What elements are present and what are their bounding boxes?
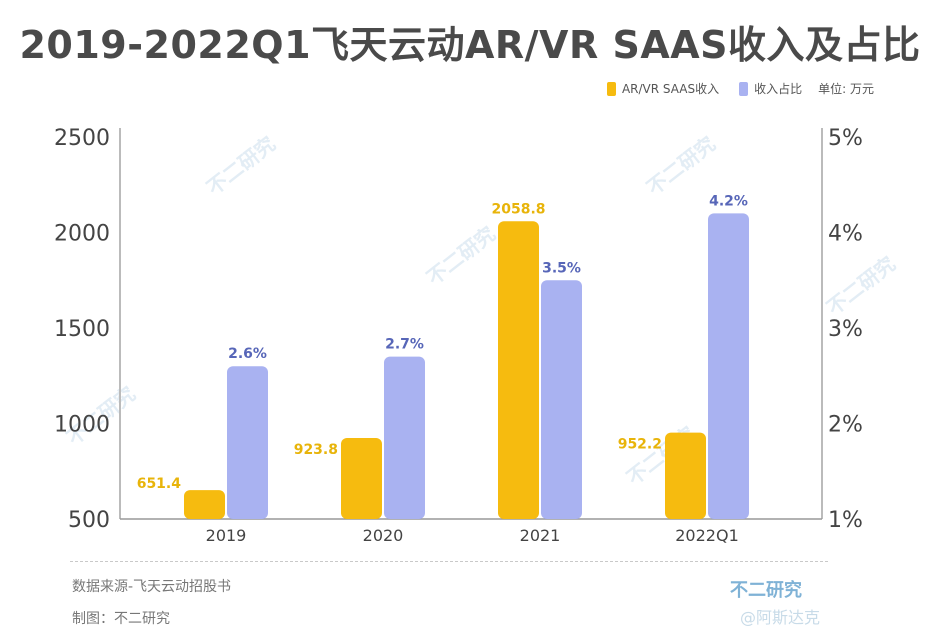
data-label-share: 3.5% (542, 260, 581, 276)
y-left-tick-label: 2000 (54, 222, 110, 247)
y-right-tick-label: 1% (828, 508, 863, 533)
legend-swatch-revenue (606, 81, 616, 96)
y-right-tick-label: 2% (828, 413, 863, 438)
bar-share (708, 213, 749, 519)
y-right-tick-label: 5% (828, 126, 863, 151)
y-left-tick-label: 1000 (54, 413, 110, 438)
data-label-revenue: 952.2 (618, 437, 662, 453)
data-label-revenue: 651.4 (137, 476, 182, 492)
brand-logo: 不二研究 (730, 580, 802, 601)
legend: AR/VR SAAS收入 收入占比 单位: 万元 (606, 80, 874, 97)
chart-canvas: 500 1000 1500 2000 2500 1% 2% 3% 4% 5% 651.4 2.6% 20… (54, 126, 863, 545)
y-left-tick-label: 2500 (54, 126, 110, 151)
chart-title: 2019-2022Q1飞天云动AR/VR SAAS收入及占比 (19, 23, 921, 67)
bar-revenue (665, 432, 706, 519)
x-tick-label: 2021 (520, 526, 561, 545)
bar-share (541, 280, 582, 519)
footer-source: 数据来源-飞天云动招股书 (72, 579, 232, 595)
footer-made-by: 制图：不二研究 (72, 611, 170, 627)
data-label-share: 4.2% (709, 193, 748, 209)
bar-share (227, 366, 268, 519)
data-label-revenue: 923.8 (294, 442, 338, 458)
y-left-tick-label: 1500 (54, 317, 110, 342)
brand-watermark: @阿斯达克 (739, 608, 820, 627)
legend-label-revenue: AR/VR SAAS收入 (621, 82, 720, 96)
y-right-tick-label: 4% (828, 222, 863, 247)
legend-swatch-share (739, 81, 749, 96)
x-tick-label: 2020 (363, 526, 404, 545)
x-tick-label: 2019 (206, 526, 247, 545)
data-label-share: 2.6% (228, 346, 267, 362)
legend-unit: 单位: 万元 (818, 82, 874, 96)
data-label-share: 2.7% (385, 337, 424, 353)
bar-revenue (498, 221, 539, 519)
x-tick-label: 2022Q1 (675, 526, 739, 545)
data-label-revenue: 2058.8 (491, 201, 545, 217)
bar-revenue (341, 438, 382, 519)
y-left-tick-label: 500 (68, 508, 110, 533)
bar-revenue (184, 490, 225, 519)
legend-label-share: 收入占比 (754, 82, 803, 96)
y-right-tick-label: 3% (828, 317, 863, 342)
footer-divider (70, 561, 828, 562)
bar-share (384, 356, 425, 519)
